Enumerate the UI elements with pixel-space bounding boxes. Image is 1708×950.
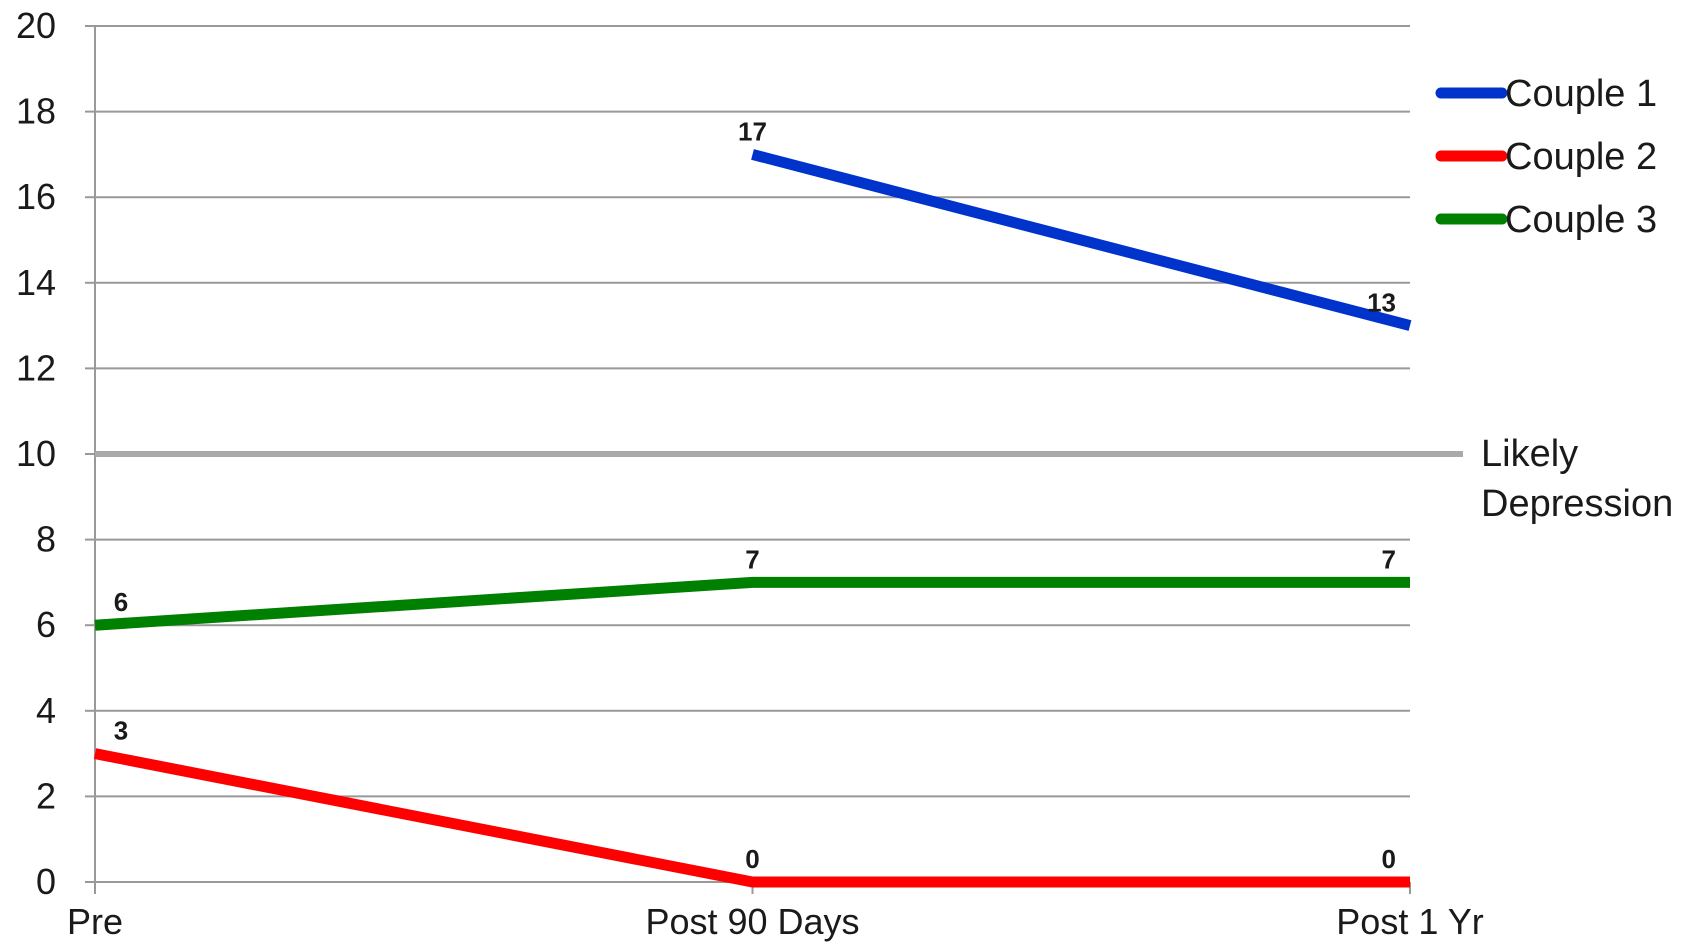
data-label: 17 <box>738 116 767 146</box>
series-line-1 <box>751 149 1412 331</box>
y-tick-label: 4 <box>36 690 56 731</box>
data-label: 0 <box>745 844 759 874</box>
legend-label-2: Couple 2 <box>1505 136 1657 178</box>
reference-line-label: Depression <box>1481 483 1673 525</box>
data-label: 13 <box>1367 288 1396 318</box>
legend-label-1: Couple 1 <box>1505 73 1657 115</box>
y-tick-label: 0 <box>36 861 56 902</box>
y-tick-label: 18 <box>16 91 56 132</box>
y-tick-label: 2 <box>36 775 56 816</box>
data-label: 3 <box>114 716 128 746</box>
legend-label-3: Couple 3 <box>1505 199 1657 241</box>
reference-line-label: Likely <box>1481 433 1578 475</box>
data-label: 7 <box>745 544 759 574</box>
y-tick-label: 12 <box>16 347 56 388</box>
series-line-3 <box>94 576 1410 631</box>
data-label: 0 <box>1382 844 1396 874</box>
x-tick-label: Post 1 Yr <box>1336 901 1483 942</box>
y-tick-label: 6 <box>36 604 56 645</box>
y-tick-label: 10 <box>16 433 56 474</box>
series-line-2 <box>93 748 1410 888</box>
y-tick-label: 8 <box>36 519 56 560</box>
data-label: 7 <box>1382 544 1396 574</box>
y-tick-label: 20 <box>16 5 56 46</box>
data-label: 6 <box>114 587 128 617</box>
y-tick-label: 14 <box>16 262 56 303</box>
x-tick-label: Post 90 Days <box>645 901 859 942</box>
x-tick-label: Pre <box>67 901 123 942</box>
y-tick-label: 16 <box>16 176 56 217</box>
